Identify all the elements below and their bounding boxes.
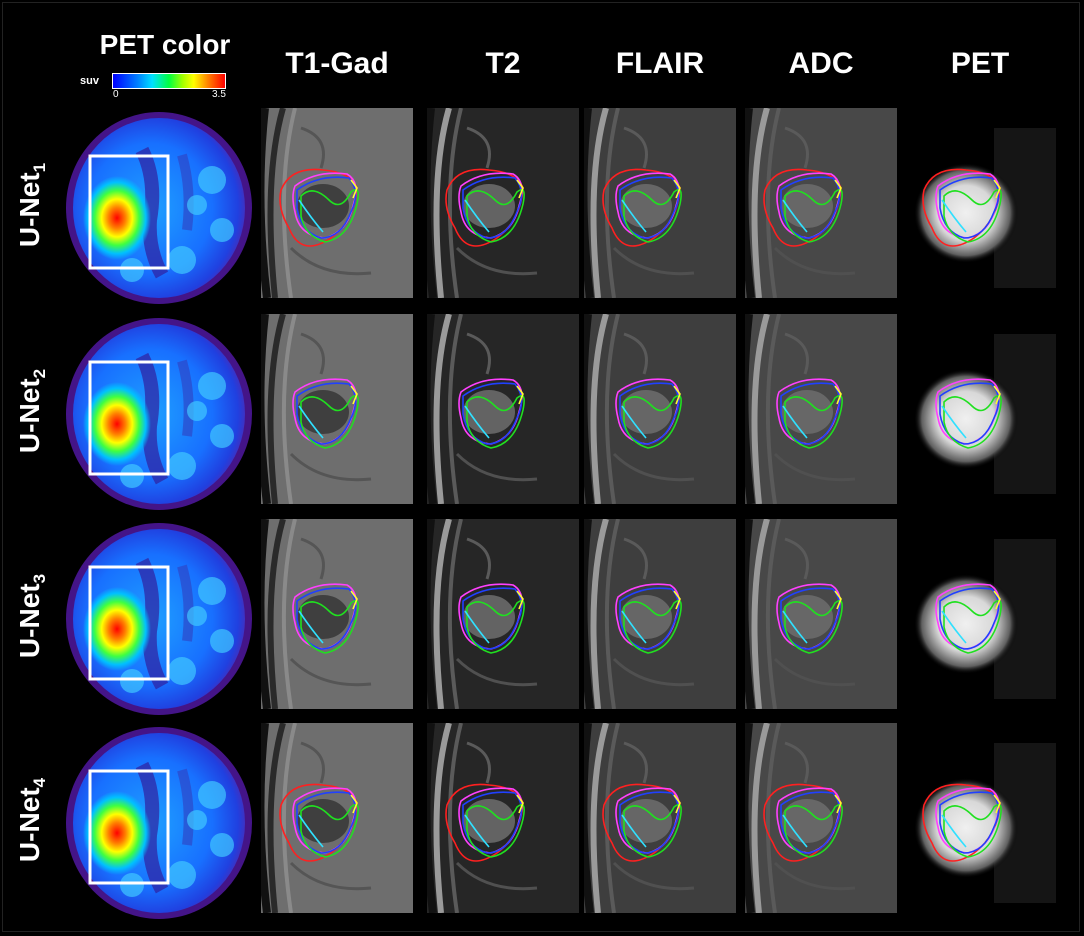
mri-slice-unet2-t1-gad (261, 314, 413, 504)
pet-heatmap-unet4 (62, 725, 252, 921)
colorbar-max-label: 3.5 (212, 89, 226, 100)
mri-slice-unet3-pet (904, 519, 1056, 709)
roi-box (88, 565, 170, 681)
column-header-adc: ADC (788, 47, 854, 80)
mri-slice-unet3-t2 (427, 519, 579, 709)
mri-slice-unet4-t1-gad (261, 723, 413, 913)
mri-slice-unet1-flair (584, 108, 736, 298)
pet-heatmap-unet3 (62, 521, 252, 717)
row-label-unet4: U-Net4 (14, 777, 50, 863)
roi-box (88, 769, 170, 885)
mri-slice-unet2-pet (904, 314, 1056, 504)
column-header-flair: FLAIR (615, 47, 705, 80)
mri-slice-unet3-adc (745, 519, 897, 709)
row-label-unet1: U-Net1 (14, 162, 50, 248)
column-header-pet: PET (950, 47, 1010, 80)
mri-slice-unet2-adc (745, 314, 897, 504)
suv-colorbar (112, 73, 226, 89)
row-label-unet3: U-Net3 (14, 573, 50, 659)
mri-slice-unet2-t2 (427, 314, 579, 504)
mri-slice-unet4-flair (584, 723, 736, 913)
mri-slice-unet1-t1-gad (261, 108, 413, 298)
mri-slice-unet3-t1-gad (261, 519, 413, 709)
mri-slice-unet4-t2 (427, 723, 579, 913)
mri-slice-unet3-flair (584, 519, 736, 709)
row-label-unet2: U-Net2 (14, 368, 50, 454)
column-header-t1-gad: T1-Gad (285, 47, 389, 80)
mri-slice-unet4-pet (904, 723, 1056, 913)
mri-slice-unet1-adc (745, 108, 897, 298)
mri-slice-unet1-t2 (427, 108, 579, 298)
colorbar-min-label: 0 (113, 89, 119, 100)
roi-box (88, 360, 170, 476)
pet-heatmap-unet2 (62, 316, 252, 512)
mri-slice-unet1-pet (904, 108, 1056, 298)
column-header-t2: T2 (485, 47, 521, 80)
pet-heatmap-unet1 (62, 110, 252, 306)
colorbar-unit-label: suv (80, 75, 99, 87)
mri-slice-unet4-adc (745, 723, 897, 913)
mri-slice-unet2-flair (584, 314, 736, 504)
roi-box (88, 154, 170, 270)
pet-color-title: PET color (99, 29, 231, 60)
